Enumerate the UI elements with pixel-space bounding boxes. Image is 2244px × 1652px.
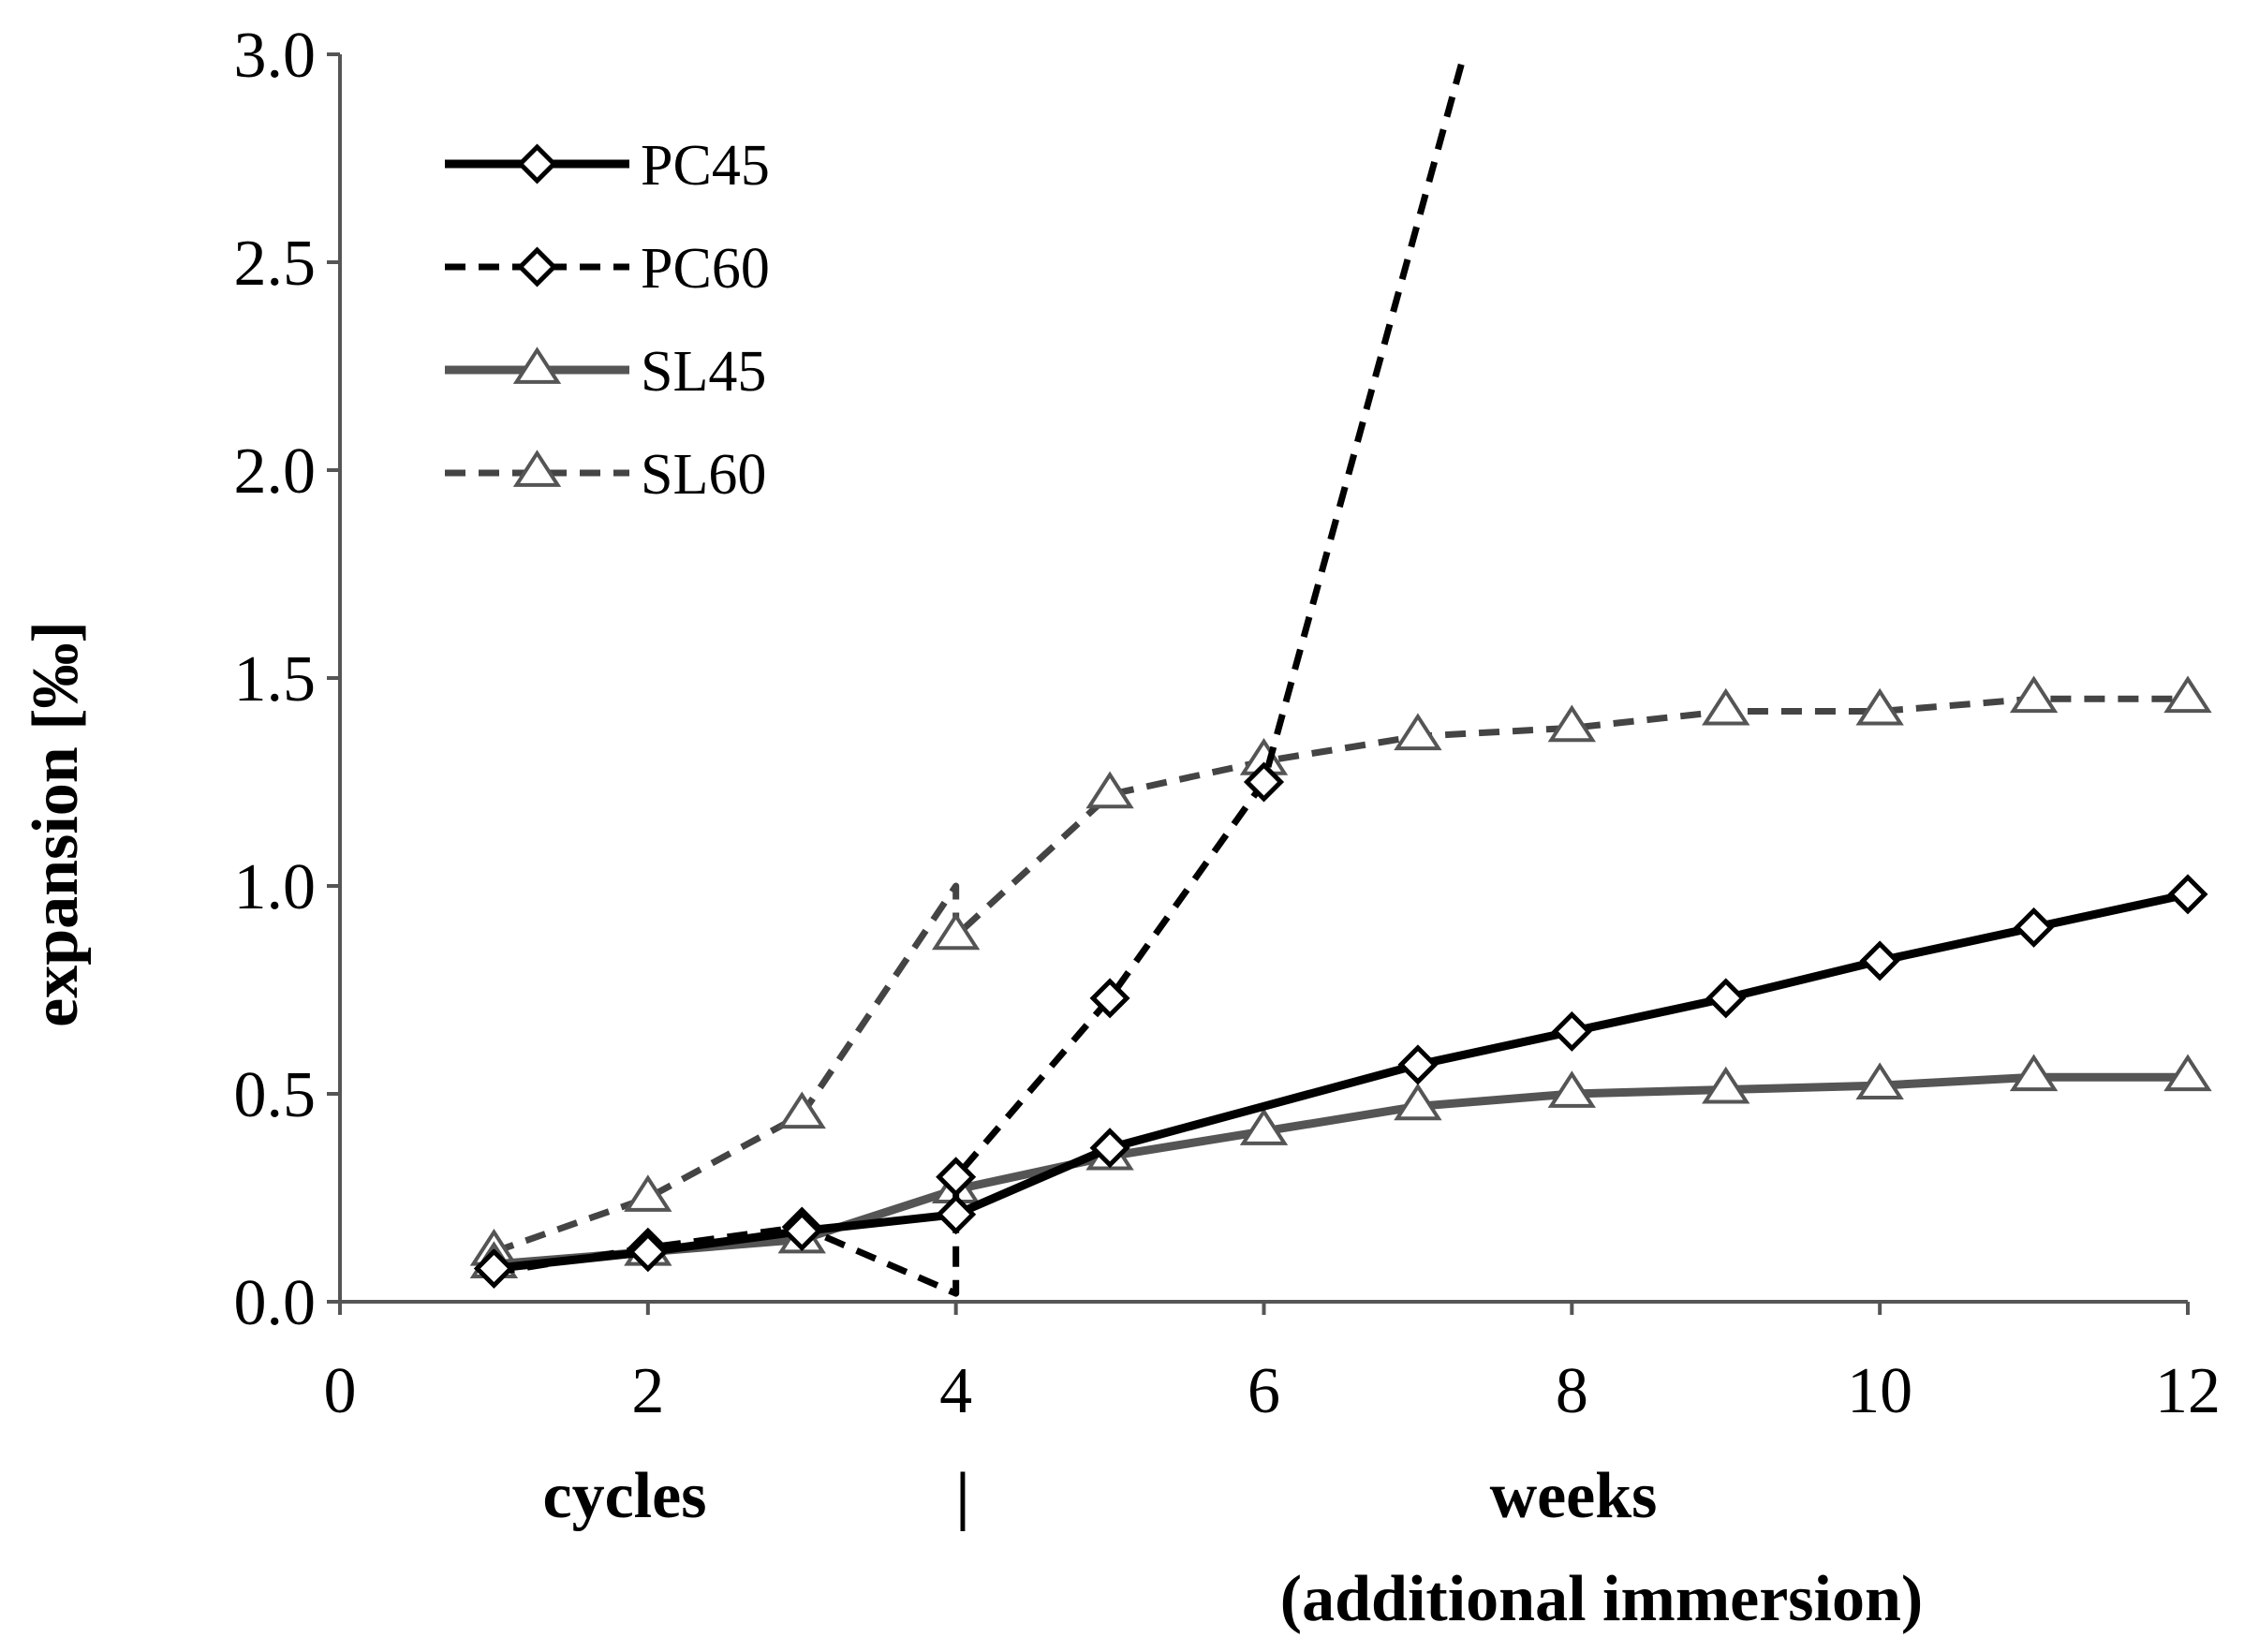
legend-marker-sl45 xyxy=(512,347,562,384)
data-point-pc45 xyxy=(1089,1128,1130,1169)
data-point-pc45 xyxy=(473,1247,514,1290)
y-axis-title: expansion [‰] xyxy=(20,621,92,1027)
data-point-sl60 xyxy=(1855,687,1904,726)
data-point-pc45 xyxy=(936,1194,977,1235)
series-line-pc45 xyxy=(493,890,2189,1273)
data-point-pc60 xyxy=(1089,978,1130,1019)
data-point-pc45 xyxy=(1859,940,1900,981)
data-point-pc45 xyxy=(1397,1044,1439,1085)
series-layer xyxy=(469,53,2212,1297)
y-tick-label: 1.0 xyxy=(234,851,317,923)
x-tick-label: 2 xyxy=(631,1355,664,1427)
legend-label-sl60: SL60 xyxy=(641,443,766,507)
data-point-sl45 xyxy=(1394,1083,1442,1121)
legend-label-pc45: PC45 xyxy=(641,134,770,198)
y-tick-label: 2.0 xyxy=(234,435,317,508)
legend-label-pc60: PC60 xyxy=(641,237,770,301)
data-point-sl60 xyxy=(931,912,981,951)
x-tick-label: 10 xyxy=(1847,1355,1912,1427)
legend-marker-sl60 xyxy=(512,450,562,487)
data-point-sl45 xyxy=(1855,1062,1904,1100)
x-label-cycles: cycles xyxy=(543,1460,707,1532)
x-tick-label: 8 xyxy=(1556,1355,1588,1427)
x-tick-label: 4 xyxy=(939,1355,972,1427)
x-tick-label: 0 xyxy=(324,1355,357,1427)
series-line-sl60 xyxy=(493,695,2188,1256)
y-tick-label: 2.5 xyxy=(234,228,317,300)
data-point-pc45 xyxy=(2014,907,2055,948)
series-line-sl45 xyxy=(494,1072,2188,1269)
data-point-sl60 xyxy=(2009,675,2059,714)
legend-marker-pc45 xyxy=(516,143,558,184)
data-point-sl45 xyxy=(2163,1054,2212,1092)
y-tick-label: 3.0 xyxy=(234,20,317,92)
x-label-divider: | xyxy=(955,1460,969,1532)
data-point-sl60 xyxy=(2163,675,2212,714)
data-point-sl60 xyxy=(624,1174,672,1212)
series-pc45 xyxy=(473,874,2208,1290)
data-point-sl60 xyxy=(1394,713,1442,751)
series-sl60 xyxy=(469,675,2212,1266)
data-point-pc60 xyxy=(1243,761,1285,803)
legend: PC45 PC60 SL45 SL60 xyxy=(445,134,770,507)
data-point-pc45 xyxy=(2167,874,2208,915)
y-tick-label: 0.0 xyxy=(234,1267,317,1339)
data-point-sl45 xyxy=(1547,1070,1597,1108)
series-pc60 xyxy=(493,53,1468,1297)
data-point-sl45 xyxy=(1239,1108,1289,1145)
data-point-sl60 xyxy=(1085,771,1134,809)
legend-label-sl45: SL45 xyxy=(641,340,766,404)
data-point-sl60 xyxy=(1547,704,1597,743)
data-point-pc60 xyxy=(936,1157,977,1198)
data-point-sl60 xyxy=(777,1091,826,1129)
y-tick-label: 1.5 xyxy=(234,643,317,715)
data-point-pc45 xyxy=(1705,978,1747,1019)
data-point-sl60 xyxy=(1702,687,1750,726)
x-tick-label: 6 xyxy=(1247,1355,1280,1427)
series-line-pc60 xyxy=(493,53,1468,1297)
data-point-sl45 xyxy=(1702,1066,1750,1104)
x-label-weeks: weeks xyxy=(1490,1460,1658,1532)
data-point-pc45 xyxy=(781,1210,822,1252)
x-tick-label: 12 xyxy=(2155,1355,2221,1427)
legend-marker-pc60 xyxy=(516,246,558,288)
data-point-pc45 xyxy=(627,1232,669,1273)
data-point-pc45 xyxy=(1551,1010,1592,1052)
axes: 0.0 0.5 1.0 1.5 2.0 2.5 3.0 0 2 4 6 8 10 12 xyxy=(234,20,2222,1427)
y-tick-label: 0.5 xyxy=(234,1059,317,1131)
x-label-weeks-sub: (additional immersion) xyxy=(1280,1563,1923,1635)
data-point-sl45 xyxy=(2009,1054,2059,1092)
